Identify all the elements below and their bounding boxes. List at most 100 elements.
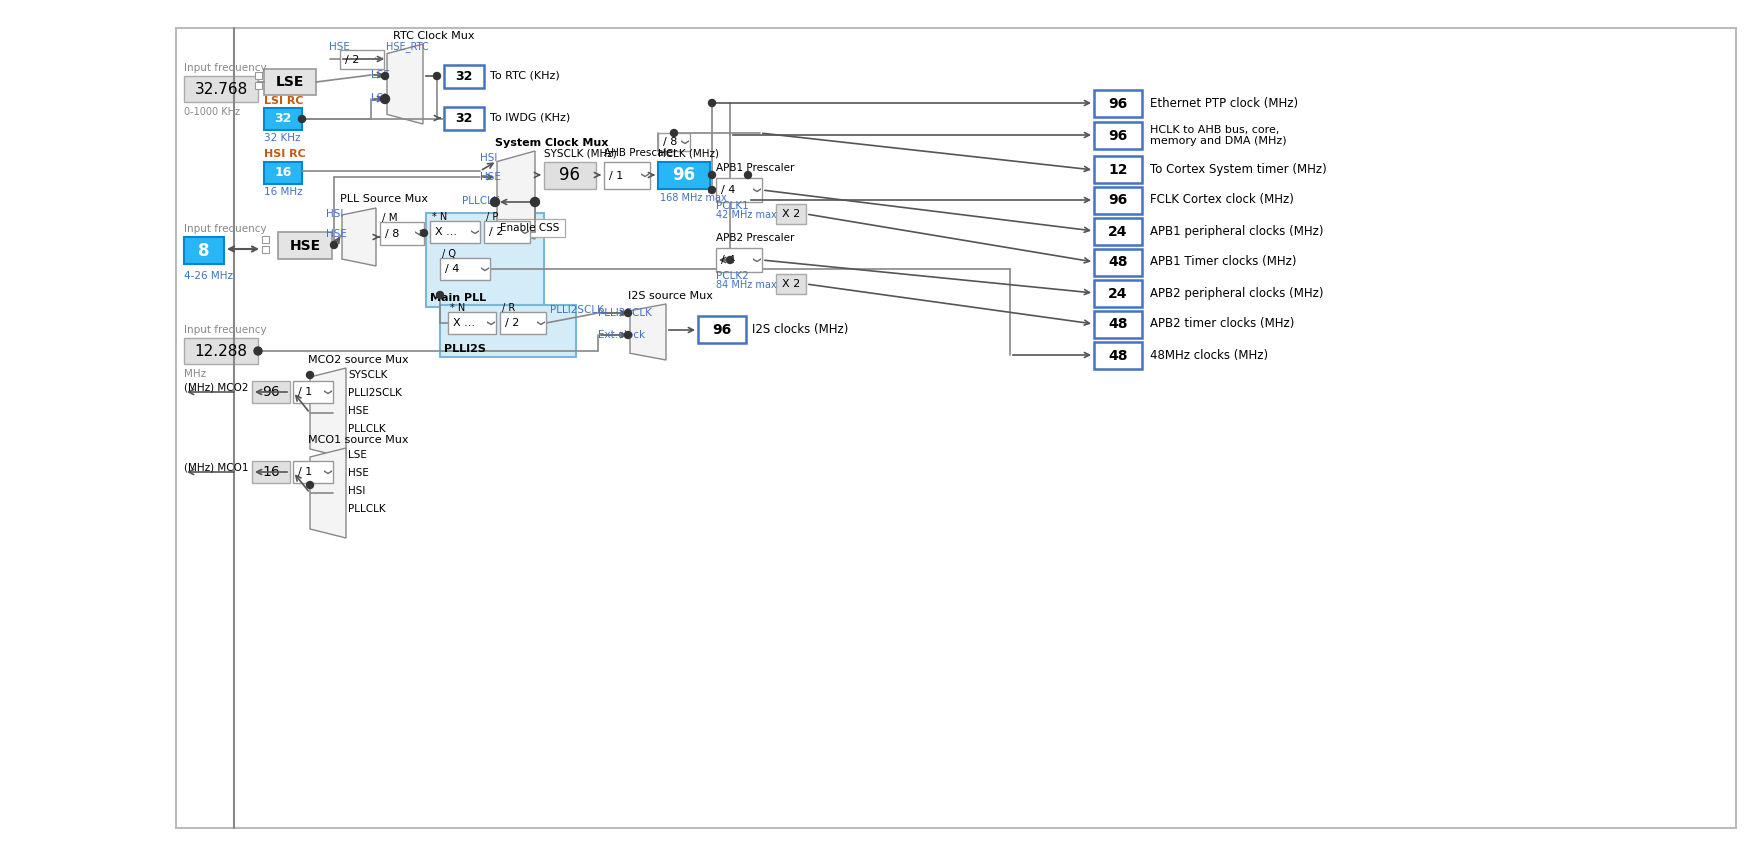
Circle shape [490, 197, 499, 207]
FancyBboxPatch shape [264, 108, 301, 130]
Text: MCO2 source Mux: MCO2 source Mux [309, 355, 409, 365]
Circle shape [531, 197, 539, 207]
Text: HSE: HSE [289, 238, 321, 253]
Text: RTC Clock Mux: RTC Clock Mux [393, 31, 474, 41]
Text: APB1 peripheral clocks (MHz): APB1 peripheral clocks (MHz) [1149, 225, 1324, 237]
Text: / 2: / 2 [504, 318, 520, 328]
FancyBboxPatch shape [183, 237, 224, 264]
Text: (MHz) MCO2: (MHz) MCO2 [183, 383, 249, 393]
Text: I2S source Mux: I2S source Mux [628, 291, 712, 301]
Text: 96: 96 [1109, 129, 1128, 142]
Text: PLLI2SCLK: PLLI2SCLK [550, 305, 605, 315]
FancyBboxPatch shape [256, 82, 263, 89]
Text: LSI: LSI [370, 93, 386, 103]
Circle shape [437, 292, 444, 299]
FancyBboxPatch shape [1095, 187, 1142, 214]
Text: SYSCLK: SYSCLK [347, 370, 388, 380]
FancyBboxPatch shape [1095, 90, 1142, 117]
Text: I2S clocks (MHz): I2S clocks (MHz) [753, 323, 848, 335]
Text: HSI RC: HSI RC [264, 149, 305, 159]
FancyBboxPatch shape [444, 65, 485, 88]
Polygon shape [629, 304, 666, 360]
Text: ❯: ❯ [518, 229, 527, 235]
FancyBboxPatch shape [1095, 311, 1142, 338]
Text: 48MHz clocks (MHz): 48MHz clocks (MHz) [1149, 349, 1268, 362]
Text: ❯: ❯ [534, 320, 543, 326]
Text: MCO1 source Mux: MCO1 source Mux [309, 435, 409, 445]
Text: LSI RC: LSI RC [264, 96, 303, 106]
Text: HSE_RTC: HSE_RTC [386, 42, 428, 53]
Text: ❯: ❯ [638, 172, 647, 179]
Circle shape [624, 332, 631, 339]
FancyBboxPatch shape [545, 162, 596, 189]
Text: ❯: ❯ [321, 469, 330, 475]
Text: / 8: / 8 [384, 229, 400, 238]
Polygon shape [342, 208, 376, 266]
Text: 48: 48 [1109, 255, 1128, 270]
Text: / 2: / 2 [488, 227, 504, 237]
Circle shape [670, 129, 677, 136]
FancyBboxPatch shape [1095, 280, 1142, 307]
Text: 96: 96 [672, 167, 696, 185]
Circle shape [381, 94, 390, 104]
FancyBboxPatch shape [340, 50, 384, 69]
FancyBboxPatch shape [1095, 156, 1142, 183]
Text: / 1: / 1 [298, 467, 312, 477]
Text: 96: 96 [263, 385, 280, 399]
FancyBboxPatch shape [698, 316, 746, 343]
Text: 16: 16 [275, 167, 291, 180]
FancyBboxPatch shape [658, 133, 689, 151]
Text: 84 MHz max: 84 MHz max [716, 280, 777, 290]
Text: ❯: ❯ [321, 389, 330, 395]
Text: HSE: HSE [480, 172, 501, 182]
FancyBboxPatch shape [252, 461, 289, 483]
Text: PLLI2S: PLLI2S [444, 344, 487, 354]
Text: LSE: LSE [370, 70, 390, 80]
Text: LSE: LSE [347, 450, 367, 460]
Circle shape [381, 72, 388, 79]
Polygon shape [310, 368, 346, 458]
Polygon shape [310, 448, 346, 538]
FancyBboxPatch shape [176, 28, 1737, 828]
Text: HSE: HSE [326, 229, 347, 239]
Text: System Clock Mux: System Clock Mux [495, 138, 608, 148]
Text: 42 MHz max: 42 MHz max [716, 210, 777, 220]
Text: APB2 peripheral clocks (MHz): APB2 peripheral clocks (MHz) [1149, 287, 1324, 300]
Text: / 4: / 4 [721, 185, 735, 195]
Text: X 2: X 2 [781, 209, 800, 219]
Text: HCLK to AHB bus, core,: HCLK to AHB bus, core, [1149, 125, 1280, 135]
Text: / 2: / 2 [346, 54, 360, 65]
Text: Input frequency: Input frequency [183, 224, 266, 234]
Text: ❯: ❯ [413, 231, 421, 237]
Circle shape [709, 186, 716, 193]
FancyBboxPatch shape [776, 274, 806, 294]
Text: PLLI2SCLK: PLLI2SCLK [598, 308, 652, 318]
Circle shape [254, 347, 263, 355]
FancyBboxPatch shape [279, 232, 331, 259]
Circle shape [298, 116, 305, 123]
Text: HCLK (MHz): HCLK (MHz) [658, 148, 719, 158]
Text: PCLK1: PCLK1 [716, 201, 749, 211]
FancyBboxPatch shape [716, 178, 762, 202]
Text: X ...: X ... [435, 227, 457, 237]
Text: / 1: / 1 [298, 387, 312, 397]
Text: PLLCLK: PLLCLK [462, 196, 499, 206]
FancyBboxPatch shape [448, 312, 495, 334]
Circle shape [307, 372, 314, 379]
Circle shape [307, 482, 314, 488]
FancyBboxPatch shape [776, 204, 806, 224]
Circle shape [421, 230, 427, 237]
FancyBboxPatch shape [264, 69, 316, 95]
Text: To IWDG (KHz): To IWDG (KHz) [490, 113, 569, 123]
Text: / M: / M [383, 213, 398, 223]
Text: 16 MHz: 16 MHz [264, 187, 303, 197]
FancyBboxPatch shape [441, 258, 490, 280]
Text: 0-1000 KHz: 0-1000 KHz [183, 107, 240, 117]
Text: 16: 16 [263, 465, 280, 479]
Text: HSI: HSI [326, 209, 344, 219]
Circle shape [434, 72, 441, 79]
Text: 8: 8 [197, 242, 210, 260]
Text: / P: / P [487, 212, 499, 222]
FancyBboxPatch shape [485, 221, 531, 243]
Text: 24: 24 [1109, 225, 1128, 238]
